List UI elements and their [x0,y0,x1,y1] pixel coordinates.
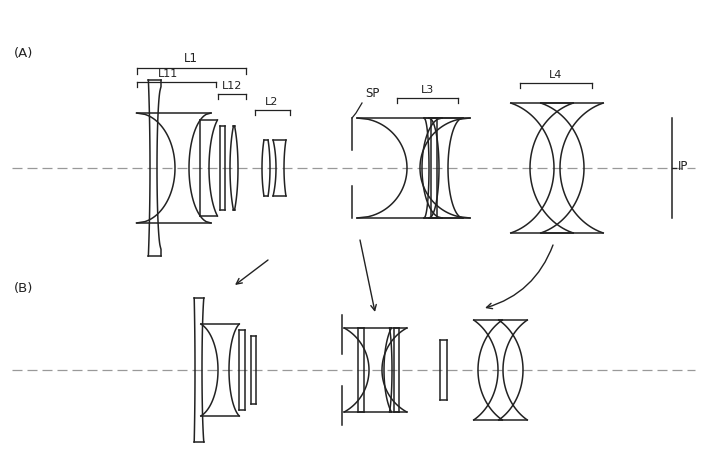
Text: L12: L12 [222,81,242,91]
Text: L2: L2 [265,97,279,107]
Text: L11: L11 [158,69,178,79]
Text: (B): (B) [14,282,34,295]
Text: L3: L3 [420,85,434,95]
Text: IP: IP [678,159,689,172]
Text: L1: L1 [184,52,198,65]
Text: (A): (A) [14,47,34,60]
Text: L4: L4 [549,70,563,80]
Text: SP: SP [365,87,379,100]
